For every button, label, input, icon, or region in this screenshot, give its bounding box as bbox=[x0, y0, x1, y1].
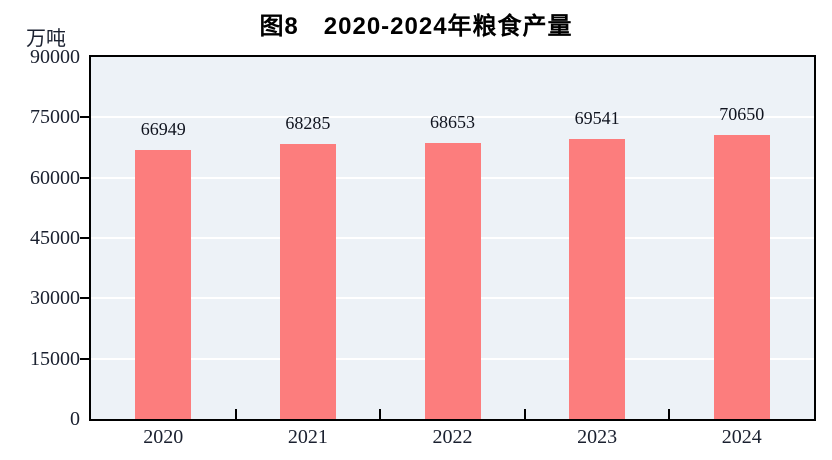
x-axis-label-2024: 2024 bbox=[721, 426, 762, 448]
x-tick-mark-4 bbox=[668, 409, 671, 419]
y-tick-label-0: 0 bbox=[70, 408, 80, 430]
y-tick-label-15000: 15000 bbox=[30, 347, 80, 370]
bar-value-label-2021: 68285 bbox=[285, 113, 331, 134]
y-tick-mark-30000 bbox=[80, 297, 89, 300]
bar-value-label-2022: 68653 bbox=[430, 111, 475, 132]
x-axis-label-2022: 2022 bbox=[432, 426, 473, 448]
x-tick-mark-1 bbox=[234, 409, 237, 419]
x-tick-mark-2 bbox=[379, 409, 382, 419]
bar-value-label-2024: 70650 bbox=[719, 103, 765, 124]
y-tick-label-75000: 75000 bbox=[30, 106, 80, 129]
bar-value-label-2020: 66949 bbox=[140, 118, 186, 139]
bar-2020 bbox=[135, 149, 192, 419]
bar-2024 bbox=[713, 134, 770, 419]
bar-value-label-2023: 69541 bbox=[574, 108, 620, 129]
bar-2023 bbox=[569, 139, 626, 419]
y-tick-label-60000: 60000 bbox=[30, 166, 80, 189]
y-tick-label-90000: 90000 bbox=[30, 46, 80, 68]
chart-title: 图8 2020-2024年粮食产量 bbox=[259, 13, 573, 40]
y-tick-mark-45000 bbox=[80, 237, 89, 239]
y-tick-label-30000: 30000 bbox=[30, 287, 80, 310]
y-tick-label-45000: 45000 bbox=[30, 227, 80, 249]
y-tick-mark-75000 bbox=[80, 116, 89, 119]
x-tick-mark-3 bbox=[523, 409, 526, 419]
x-axis-label-2021: 2021 bbox=[287, 426, 328, 448]
gridline-75000 bbox=[91, 116, 814, 119]
bar-2021 bbox=[279, 144, 336, 419]
y-axis-unit-label: 万吨 bbox=[26, 28, 66, 50]
plot-area: 66949 68285 68653 69541 70650 bbox=[89, 55, 816, 421]
y-tick-mark-15000 bbox=[80, 357, 89, 360]
y-tick-mark-60000 bbox=[80, 176, 89, 179]
x-axis-label-2023: 2023 bbox=[577, 426, 618, 448]
x-axis-label-2020: 2020 bbox=[143, 426, 184, 448]
bar-2022 bbox=[424, 142, 481, 419]
